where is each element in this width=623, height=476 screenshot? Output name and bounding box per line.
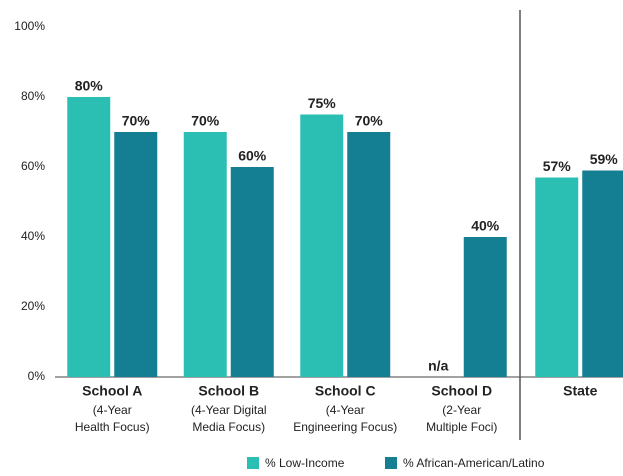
x-tick-label: School D — [431, 383, 492, 399]
data-label: n/a — [428, 358, 448, 374]
data-label: 75% — [308, 95, 337, 111]
legend-label: % Low-Income — [265, 456, 345, 470]
data-label: 70% — [122, 113, 151, 129]
data-label: 40% — [471, 218, 500, 234]
bar — [300, 114, 344, 377]
y-tick-label: 80% — [21, 89, 45, 103]
y-tick-label: 100% — [14, 19, 45, 33]
x-tick-label: School C — [315, 383, 376, 399]
bar — [347, 132, 391, 377]
legend-label: % African-American/Latino — [403, 456, 545, 470]
bar — [67, 97, 111, 377]
x-tick-label: School A — [82, 383, 142, 399]
y-tick-label: 40% — [21, 229, 45, 243]
y-tick-label: 20% — [21, 299, 45, 313]
x-tick-note: (4-Year — [93, 403, 132, 417]
x-tick-note: (4-Year Digital — [191, 403, 267, 417]
data-label: 57% — [543, 158, 572, 174]
data-label: 59% — [590, 151, 619, 167]
x-tick-label: School B — [198, 383, 259, 399]
data-label: 70% — [355, 113, 384, 129]
bar — [230, 167, 274, 377]
bar — [463, 237, 507, 377]
data-label: 70% — [191, 113, 220, 129]
legend-swatch — [385, 457, 397, 469]
legend-swatch — [247, 457, 259, 469]
x-tick-note: Media Focus) — [192, 420, 265, 434]
x-tick-note: Multiple Foci) — [426, 420, 497, 434]
bar — [114, 132, 158, 377]
x-tick-note: (2-Year — [442, 403, 481, 417]
bar — [582, 170, 623, 377]
data-label: 80% — [75, 78, 104, 94]
x-tick-note: (4-Year — [326, 403, 365, 417]
x-tick-label: State — [563, 383, 597, 399]
data-label: 60% — [238, 148, 267, 164]
bar — [535, 177, 579, 377]
y-tick-label: 60% — [21, 159, 45, 173]
y-tick-label: 0% — [28, 369, 46, 383]
x-tick-note: Health Focus) — [75, 420, 150, 434]
bar — [183, 132, 227, 377]
x-tick-note: Engineering Focus) — [293, 420, 397, 434]
